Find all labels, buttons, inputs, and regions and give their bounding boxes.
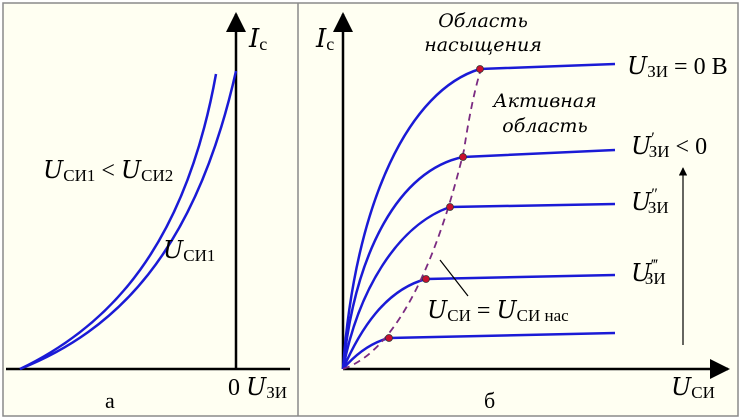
saturation-region-label-line1: Область xyxy=(438,10,528,32)
active-region-label-line2: область xyxy=(502,115,587,137)
panel-a: Iс 0 UЗИ а UСИ1 < UСИ2 UСИ1 xyxy=(6,12,290,413)
panel-a-x-axis-label: 0 UЗИ xyxy=(228,373,287,402)
pinchoff-point-3 xyxy=(446,203,454,211)
saturation-boundary-label: UСИ = UСИ нас xyxy=(427,296,569,325)
pinchoff-point-2 xyxy=(459,153,467,161)
panel-b-caption: б xyxy=(484,388,495,413)
active-region-label-line1: Активная xyxy=(491,90,596,112)
boundary-label-pointer xyxy=(439,259,469,297)
panel-b-curve-ugs-0 xyxy=(341,62,616,370)
panel-b: Iс UСИ б Область насыщения Активная обла… xyxy=(315,10,730,413)
panel-a-curve-usi1 xyxy=(19,70,238,371)
panel-b-x-axis-label: UСИ xyxy=(671,373,715,402)
panel-a-caption: а xyxy=(105,388,115,413)
panel-b-curve-ugs-2 xyxy=(341,202,616,370)
panel-b-curve-ugs-1 xyxy=(341,148,616,370)
panel-a-curve-usi2 xyxy=(19,73,218,371)
saturation-region-label-line2: насыщения xyxy=(424,34,542,56)
curve-label-ugs-1: U′ ЗИ < 0 xyxy=(631,130,707,161)
panel-b-y-axis-label: Iс xyxy=(315,24,334,54)
pinchoff-point-4 xyxy=(422,275,430,283)
curve-label-ugs-0: UЗИ = 0 В xyxy=(627,52,728,81)
curve-label-ugs-2: U″ ЗИ xyxy=(631,186,669,217)
panel-a-y-axis-label: Iс xyxy=(248,24,267,54)
curve-label-ugs-3: U‴ ЗИ xyxy=(631,257,666,288)
panel-a-relation-label: UСИ1 < UСИ2 xyxy=(43,156,173,185)
pinchoff-point-5 xyxy=(385,334,393,342)
panel-a-curve-label: UСИ1 xyxy=(163,236,215,265)
pinchoff-point-1 xyxy=(476,65,484,73)
panel-b-saturation-boundary xyxy=(342,68,482,370)
